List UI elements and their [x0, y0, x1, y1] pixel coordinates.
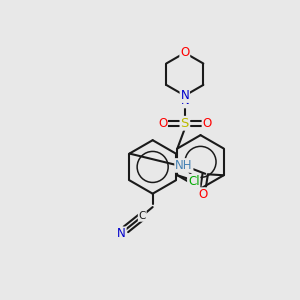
Text: O: O [198, 188, 208, 201]
Text: NH: NH [175, 159, 193, 172]
Text: O: O [158, 117, 167, 130]
Text: S: S [181, 117, 189, 130]
Text: O: O [180, 46, 189, 59]
Text: N: N [180, 94, 189, 107]
Text: O: O [202, 117, 212, 130]
Text: N: N [180, 89, 189, 102]
Text: C: C [139, 211, 146, 221]
Text: N: N [117, 227, 126, 240]
Text: Cl: Cl [188, 175, 200, 188]
